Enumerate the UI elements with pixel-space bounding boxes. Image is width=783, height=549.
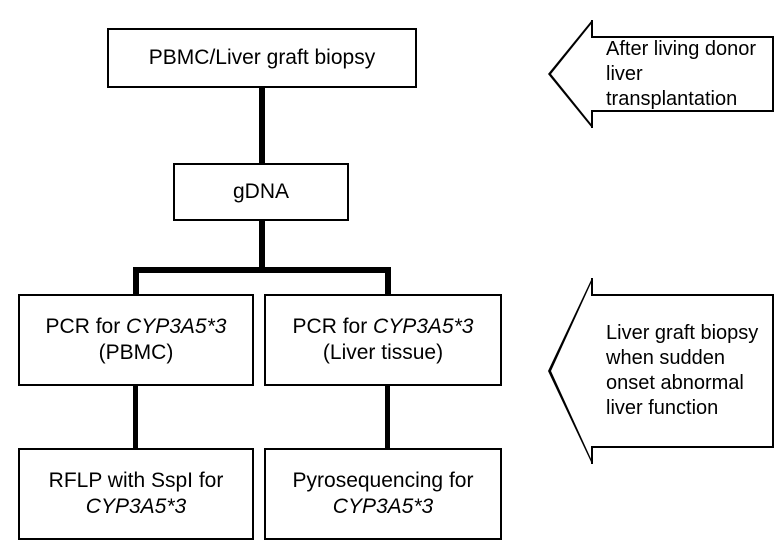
box6-gene: CYP3A5*3 [333, 495, 433, 518]
connector-vert-3l [133, 273, 139, 294]
box4-post: (Liver tissue) [323, 341, 443, 364]
box3-pre: PCR for [46, 315, 127, 338]
arrow2-tip-inner [551, 281, 592, 461]
flow-box-pbmc-biopsy: PBMC/Liver graft biopsy [107, 28, 417, 88]
connector-vert-2 [259, 221, 265, 273]
box5-gene: CYP3A5*3 [86, 495, 186, 518]
flow-box-pcr-liver: PCR for CYP3A5*3 (Liver tissue) [264, 294, 502, 386]
connector-vert-3r [385, 273, 391, 294]
arrow1-label: After living donor liver transplantation [606, 37, 760, 112]
arrow2-notch-bottom [591, 446, 593, 464]
arrow2-label: Liver graft biopsy when sudden onset abn… [606, 321, 760, 421]
flow-box-gdna: gDNA [173, 163, 349, 221]
box3-post: (PBMC) [99, 341, 174, 364]
box2-label: gDNA [233, 179, 289, 205]
connector-horiz-split [133, 267, 391, 273]
arrow1-tip-inner [551, 23, 592, 125]
box5-pre: RFLP with SspI for [49, 469, 224, 492]
box1-label: PBMC/Liver graft biopsy [149, 45, 375, 71]
box6-pre: Pyrosequencing for [293, 469, 474, 492]
connector-vert-4l [133, 386, 138, 448]
box4-label: PCR for CYP3A5*3 (Liver tissue) [293, 314, 474, 367]
box4-gene: CYP3A5*3 [373, 315, 473, 338]
box3-gene: CYP3A5*3 [126, 315, 226, 338]
arrow2-body: Liver graft biopsy when sudden onset abn… [592, 294, 774, 448]
arrow1-body: After living donor liver transplantation [592, 36, 774, 112]
flow-box-pyroseq: Pyrosequencing for CYP3A5*3 [264, 448, 502, 540]
box3-label: PCR for CYP3A5*3 (PBMC) [46, 314, 227, 367]
box4-pre: PCR for [293, 315, 374, 338]
connector-vert-1 [259, 88, 265, 163]
connector-vert-4r [385, 386, 390, 448]
flow-box-pcr-pbmc: PCR for CYP3A5*3 (PBMC) [18, 294, 254, 386]
flow-box-rflp: RFLP with SspI for CYP3A5*3 [18, 448, 254, 540]
box6-label: Pyrosequencing for CYP3A5*3 [293, 468, 474, 521]
arrow1-notch-bottom [591, 110, 593, 128]
box5-label: RFLP with SspI for CYP3A5*3 [49, 468, 224, 521]
